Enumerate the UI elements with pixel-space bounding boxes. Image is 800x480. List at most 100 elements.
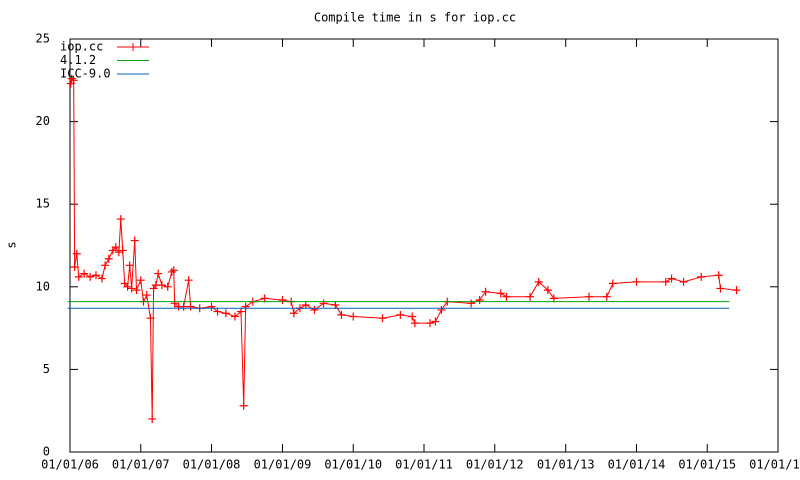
point-marker [114, 248, 123, 257]
point-marker [426, 319, 435, 328]
point-marker [714, 271, 723, 280]
point-marker [91, 271, 100, 280]
x-tick-label: 01/01/12 [466, 458, 524, 472]
point-marker [534, 277, 543, 286]
point-marker [260, 294, 269, 303]
point-marker [111, 243, 120, 252]
point-marker [431, 317, 440, 326]
point-marker [496, 289, 505, 298]
point-marker [132, 286, 141, 295]
point-marker [186, 302, 195, 311]
point-marker [289, 309, 298, 318]
point-marker [608, 279, 617, 288]
point-marker [184, 276, 193, 285]
x-tick-label: 01/01/11 [395, 458, 453, 472]
point-marker [127, 284, 136, 293]
x-tick-label: 01/01/07 [112, 458, 170, 472]
legend-marker [129, 43, 137, 51]
point-marker [502, 292, 511, 301]
y-axis-label: s [5, 241, 19, 248]
y-tick-label: 15 [36, 197, 50, 211]
point-marker [679, 277, 688, 286]
point-marker [221, 309, 230, 318]
point-marker [157, 281, 166, 290]
point-marker [101, 261, 110, 270]
x-tick-label: 01/01/16 [749, 458, 800, 472]
point-marker [331, 300, 340, 309]
y-tick-label: 20 [36, 114, 50, 128]
x-tick-label: 01/01/10 [324, 458, 382, 472]
point-marker [396, 310, 405, 319]
point-marker [475, 296, 484, 305]
point-marker [732, 286, 741, 295]
point-marker [349, 312, 358, 321]
point-marker [716, 284, 725, 293]
point-marker [667, 274, 676, 283]
point-marker [236, 307, 245, 316]
point-marker [239, 401, 248, 410]
x-tick-label: 01/01/09 [254, 458, 312, 472]
point-marker [378, 314, 387, 323]
x-tick-label: 01/01/08 [183, 458, 241, 472]
point-marker [241, 302, 250, 311]
point-marker [543, 286, 552, 295]
point-marker [602, 292, 611, 301]
point-marker [74, 272, 83, 281]
point-marker [179, 302, 188, 311]
point-marker [154, 269, 163, 278]
point-marker [86, 272, 95, 281]
point-marker [549, 294, 558, 303]
point-marker [80, 269, 89, 278]
y-tick-label: 10 [36, 279, 50, 293]
point-marker [310, 305, 319, 314]
point-marker [301, 300, 310, 309]
point-marker [148, 414, 157, 423]
legend-label: 4.1.2 [60, 53, 96, 67]
point-marker [437, 305, 446, 314]
legend-label: iop.cc [60, 40, 103, 54]
point-marker [123, 282, 132, 291]
point-marker [230, 312, 239, 321]
y-tick-label: 25 [36, 32, 50, 46]
point-marker [481, 287, 490, 296]
point-marker [136, 276, 145, 285]
point-marker [526, 292, 535, 301]
point-marker [167, 267, 176, 276]
point-marker [67, 74, 76, 83]
point-marker [125, 261, 134, 270]
point-marker [278, 296, 287, 305]
y-tick-label: 0 [43, 445, 50, 459]
point-marker [467, 299, 476, 308]
series-line [70, 77, 737, 419]
point-marker [584, 292, 593, 301]
x-tick-label: 01/01/14 [608, 458, 666, 472]
point-marker [163, 282, 172, 291]
point-marker [130, 236, 139, 245]
x-tick-label: 01/01/15 [678, 458, 736, 472]
x-tick-label: 01/01/06 [41, 458, 99, 472]
point-marker [408, 312, 417, 321]
point-marker [207, 302, 216, 311]
point-marker [169, 266, 178, 275]
point-marker [97, 274, 106, 283]
point-marker [104, 254, 113, 263]
point-marker [661, 277, 670, 286]
point-marker [410, 319, 419, 328]
point-marker [697, 272, 706, 281]
point-marker [72, 249, 81, 258]
point-marker [632, 277, 641, 286]
point-marker [146, 314, 155, 323]
point-marker [213, 307, 222, 316]
point-marker [170, 299, 179, 308]
y-tick-label: 5 [43, 362, 50, 376]
point-marker [116, 215, 125, 224]
point-marker [118, 246, 127, 255]
chart-title: Compile time in s for iop.cc [314, 11, 516, 25]
point-marker [319, 299, 328, 308]
point-marker [337, 310, 346, 319]
x-tick-label: 01/01/13 [537, 458, 595, 472]
point-marker [142, 291, 151, 300]
point-marker [69, 76, 78, 85]
legend-label: ICC-9.0 [60, 67, 111, 81]
